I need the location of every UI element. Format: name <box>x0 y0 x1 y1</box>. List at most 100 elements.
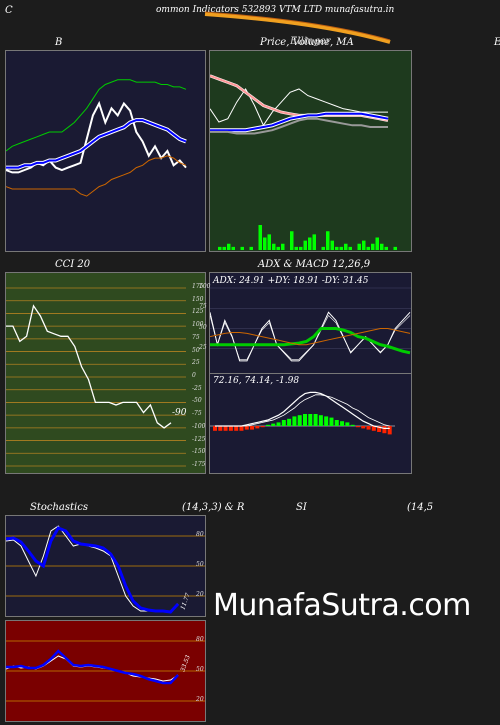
macd-histogram-bar <box>350 424 355 426</box>
volume-bar <box>326 231 330 250</box>
price-ma-title: Price, Volume, MA <box>260 37 354 48</box>
price-series-blue <box>210 112 389 132</box>
volume-bar <box>299 246 303 250</box>
macd-histogram-bar <box>239 426 244 431</box>
volume-bar <box>303 240 307 250</box>
macd-histogram-bar <box>366 426 371 430</box>
macd-histogram-bar <box>324 416 329 426</box>
volume-bar <box>335 246 339 250</box>
bollinger-series-blue <box>6 119 187 169</box>
adx-values-text: ADX: 24.91 +DY: 18.91 -DY: 31.45 <box>213 276 369 286</box>
y-tick-label: 20 <box>196 591 204 598</box>
adx-series-green <box>210 327 411 355</box>
y-tick-label: 50 <box>192 346 200 354</box>
stoch-series-white <box>6 525 179 613</box>
macd-histogram-bar <box>303 414 307 426</box>
macd-histogram-bar <box>382 426 387 434</box>
y-tick-label: -100 <box>192 422 206 430</box>
macd-histogram-bar <box>281 420 286 426</box>
y-tick-label: 25 <box>192 359 200 367</box>
watermark: MunafaSutra.com <box>213 588 471 623</box>
macd-histogram-bar <box>255 426 260 429</box>
rsi-chart <box>6 640 205 702</box>
volume-bar <box>267 234 271 250</box>
volume-bar <box>384 246 388 250</box>
y-tick-label: 25 <box>199 343 207 351</box>
y-tick-label: 80 <box>196 531 204 538</box>
volume-bar <box>290 231 294 250</box>
macd-values-text: 72.16, 74.14, -1.98 <box>213 376 300 386</box>
cci-chart <box>6 287 186 467</box>
volume-bar <box>258 225 262 250</box>
header-left-cut: C <box>5 5 13 16</box>
bollinger-title: B <box>55 37 63 48</box>
adx-chart <box>210 287 411 362</box>
volume-bar <box>371 243 375 250</box>
macd-histogram-bar <box>345 422 350 426</box>
macd-chart <box>210 391 395 435</box>
macd-histogram-bar <box>223 426 228 431</box>
macd-histogram-bar <box>387 426 392 435</box>
y-tick-label: 75 <box>199 303 207 311</box>
cci-title: CCI 20 <box>55 259 91 270</box>
macd-histogram-bar <box>218 426 223 431</box>
rsi-title: SI <box>296 502 307 513</box>
rsi-series-blue <box>6 649 179 685</box>
price-series-gray <box>210 117 388 135</box>
volume-bar <box>222 246 226 250</box>
volume-bar <box>240 246 244 250</box>
y-tick-label: 50 <box>196 561 204 568</box>
rsi-params: (14,5 <box>407 502 434 513</box>
volume-bar <box>339 246 343 250</box>
macd-histogram-bar <box>329 417 334 426</box>
volume-bar <box>218 246 222 250</box>
y-tick-label: 80 <box>196 636 204 643</box>
volume-bar <box>375 237 379 250</box>
macd-histogram-bar <box>355 426 360 428</box>
y-tick-label: 150 <box>192 295 204 303</box>
macd-histogram-bar <box>297 415 302 426</box>
volume-bar <box>272 243 276 250</box>
price-series-white <box>210 88 388 127</box>
bollinger-panel <box>5 50 206 252</box>
y-tick-label: 75 <box>192 333 200 341</box>
volume-bar <box>362 240 366 250</box>
header-title: ommon Indicators 532893 VTM LTD munafasu… <box>156 5 395 15</box>
bollinger-chart <box>6 79 187 197</box>
macd-histogram-bar <box>228 426 233 431</box>
macd-histogram-bar <box>308 414 313 426</box>
y-tick-label: 175 <box>192 283 204 290</box>
macd-line-signal <box>215 394 390 427</box>
stochastics-params: (14,3,3) & R <box>182 502 245 513</box>
price-ma-overlap-label: Ellinger <box>290 36 331 47</box>
volume-bar <box>281 243 285 250</box>
macd-histogram-bar <box>377 426 382 432</box>
macd-panel <box>209 373 412 474</box>
cci-line <box>6 304 172 429</box>
volume-bar <box>348 246 352 250</box>
y-tick-label: 100 <box>192 321 204 329</box>
macd-histogram-bar <box>260 426 265 428</box>
adx-macd-title: ADX & MACD 12,26,9 <box>258 259 371 270</box>
y-tick-label: -150 <box>192 448 206 456</box>
y-tick-label: -75 <box>192 410 202 418</box>
macd-histogram-bar <box>361 426 366 429</box>
volume-bar <box>380 243 384 250</box>
macd-histogram-bar <box>265 424 270 426</box>
y-tick-label: 50 <box>196 666 204 673</box>
y-tick-label: -50 <box>192 397 202 405</box>
volume-bar <box>357 243 361 250</box>
header-orange-band <box>204 11 391 44</box>
macd-histogram-bar <box>271 423 276 426</box>
volume-bar <box>366 246 370 250</box>
cci-panel <box>5 272 206 474</box>
y-tick-label: -25 <box>192 384 202 392</box>
cci-value-label: -90 <box>172 408 187 418</box>
macd-histogram-bar <box>244 426 249 430</box>
y-tick-label: 50 <box>199 323 207 331</box>
y-tick-label: -125 <box>192 435 206 443</box>
volume-bar <box>227 243 231 250</box>
rsi-panel <box>5 620 206 722</box>
stochastics-title: Stochastics <box>30 502 88 513</box>
